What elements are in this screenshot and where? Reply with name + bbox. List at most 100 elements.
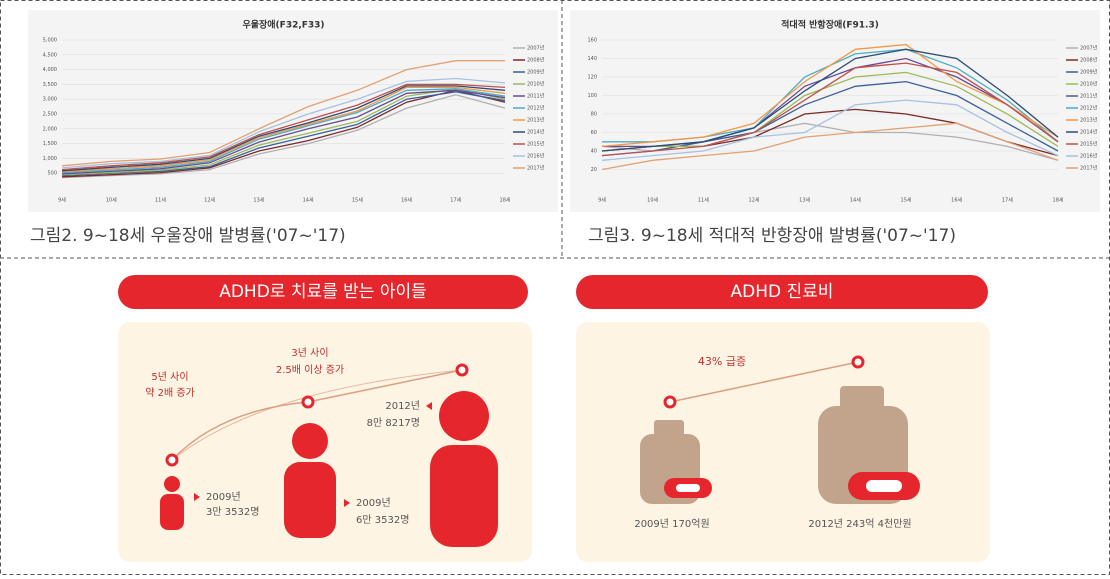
x-tick-label: 12세	[749, 197, 760, 204]
caption: 그림2. 9~18세 우울장애 발병률('07~'17)	[30, 226, 346, 246]
legend-label: 2010년	[1080, 81, 1098, 88]
y-tick-label: 1,000	[43, 156, 57, 162]
chart-title: 우울장애(F32,F33)	[242, 19, 324, 31]
note: 2.5배 이상 증가	[276, 364, 344, 376]
growth-lines	[171, 369, 463, 461]
y-tick-label: 140	[587, 56, 597, 62]
chart-bg	[28, 10, 558, 212]
legend-label: 2014년	[527, 129, 545, 136]
point	[301, 395, 315, 409]
legend-label: 2008년	[527, 57, 545, 64]
x-tick-label: 14세	[850, 197, 861, 204]
pill-shine	[676, 484, 700, 492]
series-line	[61, 89, 506, 175]
legend-label: 2014년	[1080, 129, 1098, 136]
label: 8만 8217명	[367, 417, 420, 429]
legend-label: 2015년	[527, 141, 545, 148]
notes: 5년 사이 약 2배 증가 3년 사이 2.5배 이상 증가	[145, 347, 344, 399]
x-tick-label: 16세	[401, 197, 412, 204]
point	[663, 395, 677, 409]
label: 2012년 243억 4천만원	[808, 518, 911, 530]
label: 2009년	[356, 497, 391, 509]
legend-label: 2013년	[527, 117, 545, 124]
body	[430, 445, 498, 547]
legend-label: 2017년	[527, 165, 545, 172]
legend-label: 2007년	[527, 45, 545, 52]
x-tick-label: 14세	[303, 197, 314, 204]
legend-label: 2016년	[527, 153, 545, 160]
label: 2009년 170억원	[634, 518, 709, 530]
y-tick-label: 80	[591, 112, 597, 118]
legend-label: 2011년	[527, 93, 545, 100]
cap	[654, 420, 684, 436]
x-tick-label: 16세	[951, 197, 962, 204]
legend-label: 2013년	[1080, 117, 1098, 124]
x-tick-label: 15세	[901, 197, 912, 204]
y-tick-label: 4,500	[43, 52, 57, 58]
legend-label: 2012년	[1080, 105, 1098, 112]
x-tick-label: 9세	[598, 197, 606, 204]
growth-line	[669, 361, 859, 403]
series-line	[61, 94, 506, 179]
note: 43% 급증	[698, 355, 746, 368]
series-line	[61, 77, 506, 169]
note: 5년 사이	[151, 371, 188, 383]
note: 3년 사이	[291, 347, 328, 359]
chart-title: 적대적 반항장애(F91.3)	[781, 19, 879, 31]
point	[455, 363, 469, 377]
series-line	[601, 99, 1059, 161]
header: ADHD로 치료를 받는 아이들	[219, 282, 427, 302]
x-tick-label: 9세	[58, 197, 66, 204]
x-tick-label: 11세	[155, 197, 166, 204]
label: 2012년	[385, 400, 420, 412]
series-line	[61, 60, 505, 167]
x-tick-label: 10세	[647, 197, 658, 204]
legend-label: 2007년	[1080, 45, 1098, 52]
series-line	[601, 122, 1059, 171]
series-line	[61, 85, 506, 172]
y-tick-label: 3,000	[43, 97, 57, 103]
note: 약 2배 증가	[145, 387, 195, 399]
y-tick-label: 3,500	[43, 82, 57, 88]
y-tick-label: 20	[591, 167, 597, 173]
x-tick-label: 13세	[253, 197, 264, 204]
point	[851, 355, 865, 369]
series-line	[601, 71, 1059, 152]
head	[292, 423, 328, 459]
series-line	[61, 88, 506, 174]
y-tick-label: 100	[587, 93, 597, 99]
curve	[171, 369, 463, 461]
x-tick-label: 18세	[1053, 197, 1064, 204]
x-tick-label: 15세	[352, 197, 363, 204]
series-line	[601, 48, 1059, 152]
x-tick-label: 11세	[698, 197, 709, 204]
points	[165, 363, 469, 467]
body	[160, 494, 184, 530]
label: 3만 3532명	[206, 506, 259, 518]
y-tick-label: 40	[591, 149, 597, 155]
series-line	[61, 91, 506, 177]
series-line	[601, 62, 1059, 157]
curve	[171, 369, 463, 461]
series-line	[601, 43, 1059, 148]
head	[439, 391, 489, 441]
series-line	[61, 86, 506, 173]
y-tick-label: 2,500	[43, 112, 57, 118]
point	[165, 453, 179, 467]
legend-label: 2009년	[1080, 69, 1098, 76]
label: 6만 3532명	[356, 514, 409, 526]
people	[160, 391, 498, 547]
header-pill	[576, 275, 988, 309]
y-tick-label: 2,000	[43, 126, 57, 132]
body	[284, 462, 336, 538]
y-tick-label: 1,500	[43, 141, 57, 147]
legend-label: 2012년	[527, 105, 545, 112]
cap	[840, 386, 884, 410]
y-tick-label: 4,000	[43, 67, 57, 73]
label: 2009년	[206, 491, 241, 503]
series-line	[61, 88, 506, 176]
x-tick-label: 17세	[450, 197, 461, 204]
y-tick-label: 5,000	[43, 38, 57, 44]
